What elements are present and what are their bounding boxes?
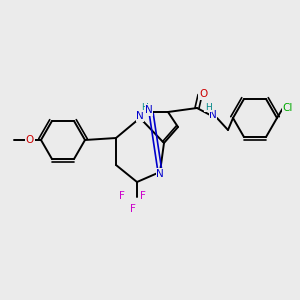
Text: H: H xyxy=(142,103,148,112)
Text: H: H xyxy=(205,103,212,112)
Text: F: F xyxy=(140,191,146,201)
Text: N: N xyxy=(156,169,164,179)
Text: Cl: Cl xyxy=(283,103,293,113)
Text: N: N xyxy=(209,110,217,120)
Text: O: O xyxy=(199,89,207,99)
Text: F: F xyxy=(119,191,125,201)
Text: N: N xyxy=(145,105,153,115)
Text: O: O xyxy=(26,135,34,145)
Text: F: F xyxy=(130,204,136,214)
Text: N: N xyxy=(136,111,144,121)
